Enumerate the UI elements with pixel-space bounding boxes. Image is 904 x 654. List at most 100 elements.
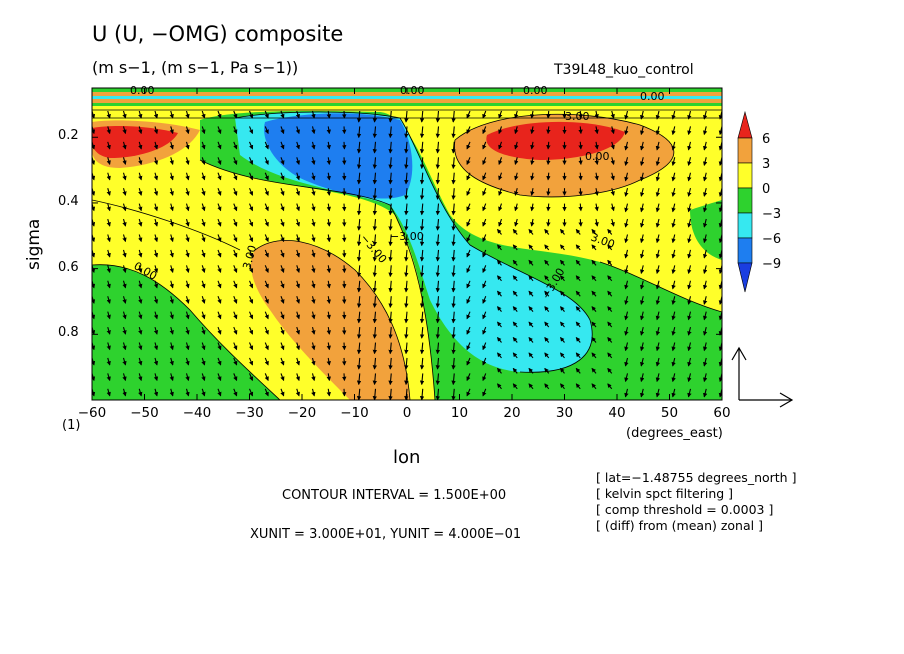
vector-arrow <box>451 265 456 278</box>
vector-arrow <box>498 203 503 212</box>
vector-arrow <box>530 172 535 181</box>
vector-arrow <box>703 249 708 259</box>
vector-arrow <box>544 352 550 359</box>
vector-arrow <box>655 188 661 197</box>
vector-arrow <box>497 259 502 266</box>
colorbar-label: −6 <box>762 232 781 247</box>
vector-arrow <box>356 172 362 185</box>
vector-arrow <box>482 234 487 243</box>
vector-arrow <box>233 249 238 258</box>
vector-arrow <box>640 249 645 259</box>
vector-arrow <box>466 265 471 274</box>
vector-arrow <box>451 203 456 216</box>
vector-arrow <box>671 342 676 352</box>
vector-arrow <box>185 296 190 304</box>
vector-arrow <box>655 203 661 213</box>
vector-arrow <box>671 172 676 182</box>
x-axis-units: (degrees_east) <box>626 426 723 441</box>
vector-arrow <box>311 218 316 227</box>
vector-arrow <box>451 327 456 339</box>
vector-arrow <box>201 357 206 366</box>
vector-arrow <box>544 321 550 328</box>
contour-interval: CONTOUR INTERVAL = 1.500E+00 <box>282 488 507 503</box>
vector-arrow <box>295 172 300 181</box>
vector-arrow <box>233 373 238 382</box>
vector-arrow <box>311 296 316 304</box>
vector-arrow <box>326 357 331 366</box>
vector-arrow <box>435 357 441 370</box>
vector-arrow <box>138 157 143 166</box>
vector-arrow <box>122 373 127 382</box>
vector-arrow <box>687 218 692 228</box>
vector-arrow <box>451 249 456 262</box>
vector-arrow <box>388 157 393 170</box>
vector-arrow <box>594 203 599 212</box>
vector-arrow <box>106 249 111 258</box>
vector-arrow <box>356 280 362 293</box>
vector-arrow <box>591 275 597 282</box>
vector-arrow <box>544 290 550 297</box>
vector-arrow <box>419 311 425 324</box>
vector-arrow <box>497 352 502 359</box>
vector-arrow <box>451 373 456 386</box>
vector-arrow <box>356 311 362 324</box>
vector-arrow <box>264 311 269 320</box>
vector-arrow <box>530 157 535 166</box>
vector-arrow <box>201 126 206 135</box>
vector-arrow <box>404 357 409 370</box>
vector-arrow <box>388 203 393 216</box>
vector-arrow <box>546 141 551 150</box>
vector-arrow <box>514 172 519 181</box>
vector-arrow <box>169 265 174 274</box>
vector-arrow <box>498 126 503 135</box>
vector-arrow <box>153 110 159 119</box>
vector-arrow <box>575 228 581 235</box>
vector-arrow <box>153 342 159 351</box>
vector-arrow <box>138 249 143 258</box>
vector-arrow <box>497 275 502 282</box>
vector-arrow <box>560 259 565 266</box>
vector-arrow <box>404 327 409 339</box>
colorbar-top-triangle <box>737 110 753 139</box>
vector-arrow <box>466 126 471 135</box>
vector-arrow <box>217 311 222 320</box>
vector-arrow <box>560 367 565 374</box>
vector-arrow <box>419 373 425 386</box>
vector-arrow <box>264 342 269 351</box>
vector-arrow <box>264 218 269 227</box>
vector-arrow <box>544 367 550 374</box>
vector-arrow <box>217 342 222 351</box>
vector-arrow <box>404 126 409 139</box>
vector-arrow <box>138 126 143 135</box>
vector-arrow <box>671 265 676 275</box>
vector-arrow <box>624 110 629 120</box>
vector-arrow <box>435 188 441 200</box>
vector-arrow <box>233 388 238 397</box>
vector-arrow <box>153 249 159 258</box>
vector-arrow <box>280 203 285 212</box>
vector-arrow <box>388 296 393 308</box>
vector-arrow <box>512 244 518 251</box>
vector-arrow <box>451 188 456 200</box>
vector-arrow <box>482 157 487 165</box>
vector-arrow <box>169 141 174 150</box>
vector-arrow <box>153 188 159 196</box>
vector-arrow <box>280 311 285 320</box>
vector-arrow <box>248 172 254 181</box>
vector-arrow <box>388 342 393 355</box>
vector-arrow <box>388 280 393 293</box>
vector-arrow <box>264 172 269 181</box>
vector-arrow <box>497 244 502 251</box>
vector-arrow <box>201 203 206 212</box>
vector-arrow <box>404 311 409 324</box>
vector-arrow <box>594 126 599 135</box>
vector-arrow <box>248 326 254 335</box>
vector-arrow <box>497 306 502 312</box>
vector-arrow <box>514 110 519 119</box>
contour-label: 0.00 <box>400 84 425 97</box>
vector-arrow <box>233 234 238 243</box>
vector-arrow <box>264 157 269 165</box>
vector-arrow <box>264 373 269 382</box>
x-tick-label: −10 <box>340 405 369 421</box>
vector-arrow <box>372 126 378 139</box>
